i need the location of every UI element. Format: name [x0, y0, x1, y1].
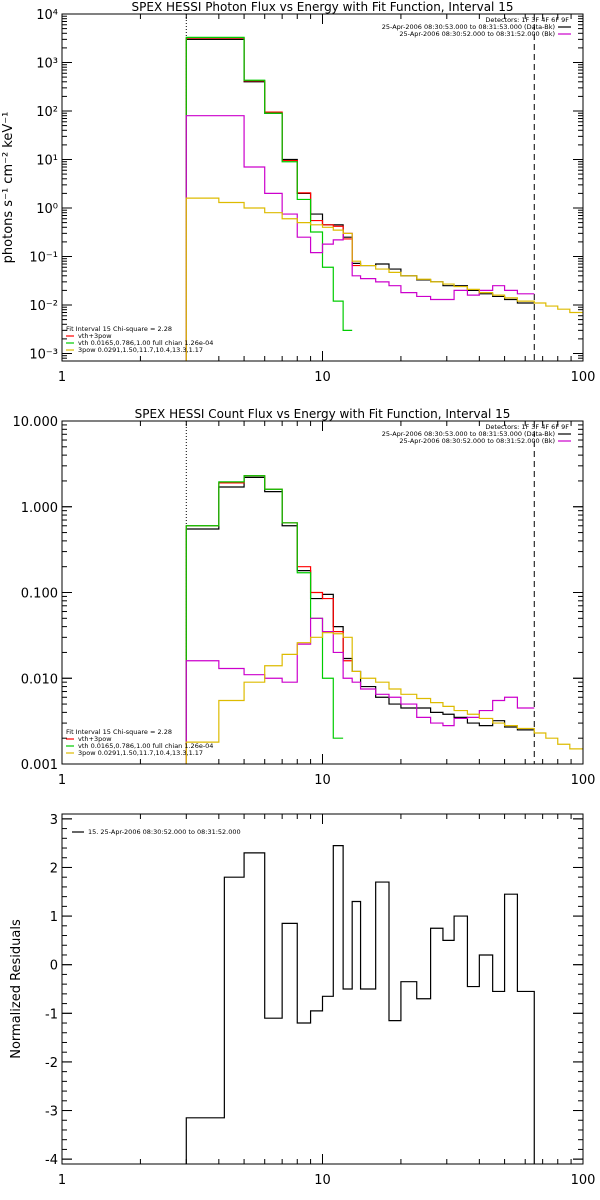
y-tick-label: 10² — [36, 105, 58, 120]
legend-text: vth 0.0165,0.786,1.00 full chian 1.26e-0… — [78, 742, 213, 750]
y-tick-label: 10⁻³ — [29, 347, 58, 362]
x-tick-label: 1 — [58, 773, 66, 788]
legend-text: 3pow 0.0291,1.50,11.7,10.4,13.3,1.17 — [78, 749, 203, 757]
y-tick-label: 1.000 — [21, 501, 58, 516]
series-vth-3pow — [185, 475, 353, 764]
y-tick-label: 10⁴ — [36, 8, 58, 23]
legend-text: 3pow 0.0291,1.50,11.7,10.4,13.3,1.17 — [78, 346, 203, 354]
series-3pow — [185, 632, 583, 764]
y-tick-label: 0.010 — [21, 672, 58, 687]
y-tick-label: -3 — [45, 1105, 58, 1120]
series-bk — [185, 115, 535, 361]
info-line: Detectors: 1F 3F 4F 6F 9F — [485, 423, 569, 431]
y-tick-label: 2 — [50, 861, 58, 876]
fit-text: Fit Interval 15 Chi-square = 2.28 — [66, 325, 172, 333]
y-axis-label: photons s⁻¹ cm⁻² keV⁻¹ — [1, 112, 16, 264]
series-vth-3pow — [185, 37, 361, 361]
chart-title: SPEX HESSI Count Flux vs Energy with Fit… — [135, 407, 511, 421]
y-tick-label: 10⁰ — [36, 202, 58, 217]
series-group — [185, 36, 583, 361]
series-data-bk — [185, 476, 535, 764]
x-tick-label: 1 — [58, 1173, 66, 1188]
legend-text: vth+3pow — [78, 332, 112, 340]
plot-frame — [61, 13, 584, 362]
series-3pow — [185, 197, 583, 361]
fit-text: Fit Interval 15 Chi-square = 2.28 — [66, 728, 172, 736]
legend-text: vth+3pow — [78, 735, 112, 743]
panel-1: SPEX HESSI Photon Flux vs Energy with Fi… — [1, 0, 595, 385]
x-tick-label: 100 — [571, 1173, 596, 1188]
series-vth — [185, 36, 353, 361]
y-tick-label: 0 — [50, 959, 58, 974]
series-bk — [185, 617, 535, 764]
info-line: 25-Apr-2006 08:30:52.000 to 08:31:52.000… — [399, 437, 555, 445]
y-tick-label: 0.001 — [21, 758, 58, 773]
info-line: Detectors: 1F 3F 4F 6F 9F — [485, 16, 569, 24]
y-tick-label: 0.100 — [21, 587, 58, 602]
series-residuals — [185, 844, 535, 1164]
legend-text: vth 0.0165,0.786,1.00 full chian 1.26e-0… — [78, 339, 213, 347]
panel-3: 1 10 100 -4 -3 -2 -1 0 1 2 3 Normalized Residuals 15… — [9, 813, 595, 1188]
chart-title: SPEX HESSI Photon Flux vs Energy with Fi… — [132, 0, 514, 14]
info-line: 25-Apr-2006 08:30:52.000 to 08:31:52.000… — [399, 30, 555, 38]
plot-frame — [61, 813, 584, 1165]
y-tick-label: -1 — [45, 1007, 58, 1022]
x-tick-label: 10 — [314, 370, 331, 385]
y-tick-label: 10⁻¹ — [29, 250, 58, 265]
y-tick-label: 10¹ — [36, 153, 58, 168]
y-axis-label: Normalized Residuals — [9, 919, 24, 1059]
x-tick-label: 10 — [314, 1173, 331, 1188]
y-tick-label: 10⁻² — [29, 299, 58, 314]
series-group — [185, 844, 535, 1164]
panel-2: SPEX HESSI Count Flux vs Energy with Fit… — [13, 407, 596, 788]
info-line: 25-Apr-2006 08:30:53.000 to 08:31:53.000… — [382, 430, 555, 438]
y-tick-label: -4 — [45, 1153, 58, 1168]
series-group — [185, 475, 583, 764]
x-tick-label: 10 — [314, 773, 331, 788]
legend-text: 15. 25-Apr-2006 08:30:52.000 to 08:31:52… — [88, 828, 241, 836]
x-tick-label: 1 — [58, 370, 66, 385]
y-tick-label: 1 — [50, 910, 58, 925]
y-tick-label: 10³ — [36, 56, 58, 71]
y-tick-label: -2 — [45, 1056, 58, 1071]
y-tick-label: 10.000 — [13, 415, 59, 430]
x-tick-label: 100 — [571, 773, 596, 788]
plot-frame — [61, 420, 584, 765]
y-tick-label: 3 — [50, 813, 58, 828]
info-line: 25-Apr-2006 08:30:53.000 to 08:31:53.000… — [382, 23, 555, 31]
series-vth — [185, 475, 344, 764]
series-data-bk — [185, 38, 535, 361]
x-tick-label: 100 — [571, 370, 596, 385]
